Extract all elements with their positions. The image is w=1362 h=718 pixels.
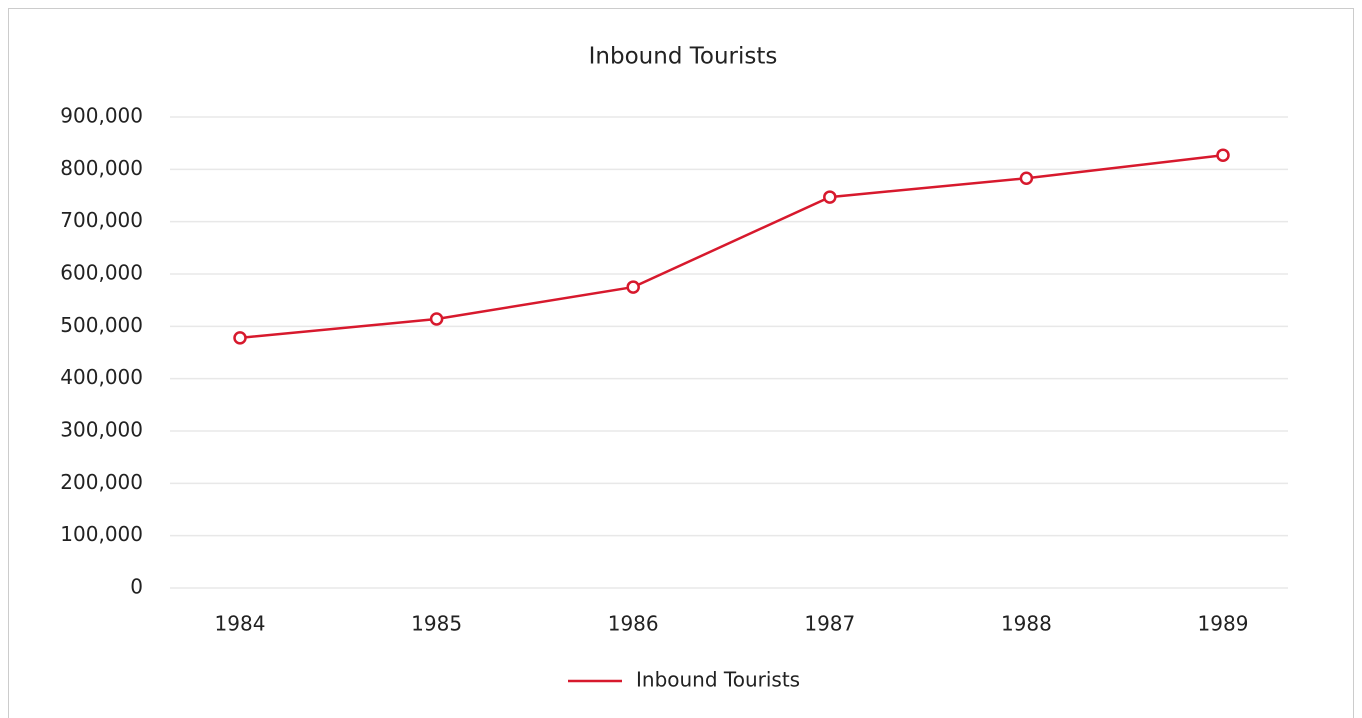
legend-label: Inbound Tourists (636, 668, 800, 692)
x-tick-label: 1984 (215, 612, 266, 636)
x-tick-label: 1985 (411, 612, 462, 636)
y-tick-label: 300,000 (60, 418, 143, 442)
x-tick-label: 1986 (608, 612, 659, 636)
y-tick-label: 0 (130, 575, 143, 599)
data-point (626, 280, 640, 294)
data-point (1216, 148, 1230, 162)
chart-frame (8, 8, 1354, 718)
data-point (233, 331, 247, 345)
y-tick-label: 500,000 (60, 313, 143, 337)
y-tick-label: 800,000 (60, 156, 143, 180)
x-tick-label: 1989 (1198, 612, 1249, 636)
y-tick-label: 700,000 (60, 208, 143, 232)
x-tick-label: 1987 (804, 612, 855, 636)
data-point (429, 312, 444, 326)
series-line (239, 153, 1224, 340)
y-tick-label: 600,000 (60, 261, 143, 285)
data-point (1019, 171, 1034, 185)
y-tick-label: 200,000 (60, 470, 143, 494)
x-tick-label: 1988 (1001, 612, 1052, 636)
y-tick-label: 100,000 (60, 522, 143, 546)
data-point (823, 190, 837, 204)
y-tick-label: 400,000 (60, 365, 143, 389)
chart-title: Inbound Tourists (589, 44, 778, 70)
y-tick-label: 900,000 (60, 104, 143, 128)
